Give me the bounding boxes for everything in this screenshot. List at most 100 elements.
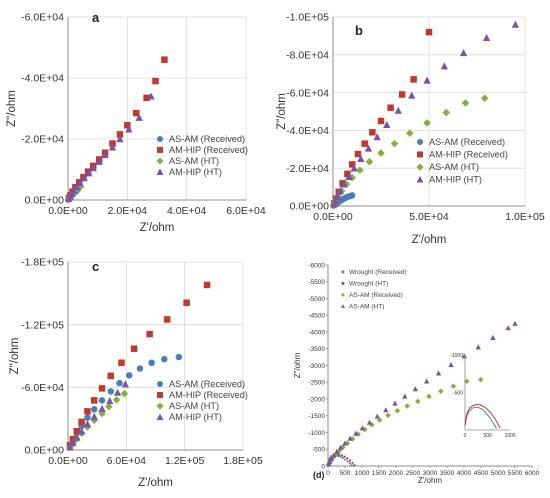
data-point (76, 179, 84, 187)
y-tick-label: -6.0E+04 (21, 12, 64, 24)
legend-entry: AM-HIP (Received) (429, 150, 508, 160)
legend-entry: AS-AM (Received) (429, 137, 505, 147)
data-point (394, 407, 401, 414)
data-point (385, 412, 391, 419)
x-tick-label: 1500 (372, 470, 387, 477)
legend: AS-AM (Received) AM-HIP (Received) AS-AM (… (416, 137, 508, 185)
inset-x-tick-label: 1000 (504, 433, 515, 439)
y-tick-label: 0.0E+00 (25, 445, 65, 457)
data-point (346, 457, 349, 460)
data-point (480, 94, 489, 103)
y-tick-label: -1.2E+05 (21, 319, 64, 331)
data-point (77, 427, 86, 435)
data-point (183, 299, 190, 306)
data-point (423, 76, 431, 84)
data-point (348, 161, 356, 168)
y-tick-label: -2000 (308, 396, 325, 403)
data-point (156, 402, 164, 410)
series (326, 320, 518, 467)
data-point (425, 28, 433, 36)
chart-panel-2: 0.0E+00 5.0E+04 1.0E+05 0.0E+00 -2.0E+04 -4.0… (276, 12, 545, 246)
data-point (98, 404, 106, 412)
data-point (91, 397, 98, 404)
y-tick-label: -6.0E+04 (21, 382, 64, 394)
data-point (107, 388, 115, 395)
data-point (105, 402, 113, 411)
data-point (116, 135, 124, 143)
data-point (157, 380, 163, 387)
data-point (357, 154, 365, 162)
data-point (461, 99, 470, 107)
y-axis-label: Z"/ohm (9, 338, 21, 375)
data-point (156, 168, 164, 175)
panel-label: (d) (313, 470, 325, 480)
data-point (351, 461, 354, 464)
y-tick-label: -4.0E+04 (21, 73, 64, 85)
data-point (511, 20, 520, 28)
data-point (417, 138, 423, 145)
data-point (73, 433, 81, 441)
x-tick-label: 2000 (389, 470, 404, 477)
legend-entry: AS-AM (HT) (169, 156, 219, 166)
data-point (341, 270, 345, 274)
data-point (156, 157, 164, 165)
legend-entry: AM-HIP (HT) (429, 175, 482, 185)
data-point (416, 163, 424, 171)
data-point (70, 187, 78, 195)
data-point (356, 166, 364, 174)
x-tick-label: 6000 (525, 470, 540, 477)
data-point (392, 400, 398, 406)
data-point (78, 418, 85, 426)
x-tick-label: 0 (326, 470, 330, 477)
y-tick-label: -2.0E+04 (21, 134, 64, 146)
data-point (108, 143, 117, 151)
data-point (347, 435, 353, 441)
chart-panel-4: 0 500 1000 1500 2000 2500 3000 3500 4000 4500 5000… (293, 262, 540, 485)
x-tick-label: 0.0E+00 (313, 211, 353, 223)
x-tick-label: 2500 (406, 470, 421, 477)
x-axis-label: Z'/ohm (418, 476, 443, 485)
data-point (461, 353, 467, 359)
y-tick-label: -4000 (308, 329, 325, 336)
y-tick-label: -5500 (308, 279, 325, 286)
data-point (328, 455, 335, 461)
y-tick-label: -3000 (308, 363, 325, 370)
y-axis-label: Z"/ohm (6, 90, 18, 127)
data-point (130, 345, 138, 352)
legend-entry: AM-HIP (Received) (169, 390, 248, 400)
series (66, 353, 183, 450)
data-point (73, 183, 81, 191)
y-tick-label: -1.8E+05 (21, 257, 64, 269)
data-point (450, 383, 457, 390)
data-point (348, 192, 356, 199)
data-point (340, 454, 344, 457)
inset-series-line (464, 403, 501, 429)
data-point (101, 151, 109, 159)
series (330, 20, 520, 208)
data-point (412, 386, 419, 392)
data-point (143, 94, 150, 102)
x-tick-label: 5500 (508, 470, 523, 477)
data-point (415, 398, 421, 405)
panel-label: b (355, 23, 363, 38)
data-point (402, 393, 408, 399)
data-point (132, 109, 140, 117)
x-tick-label: 5.0E+04 (409, 211, 449, 223)
data-point (417, 151, 423, 158)
series (65, 92, 155, 202)
x-tick-label: 4000 (457, 470, 472, 477)
data-point (91, 406, 98, 413)
data-point (438, 388, 444, 395)
x-tick-label: 4.0E+04 (167, 205, 207, 217)
data-point (106, 397, 114, 405)
x-tick-label: 1.8E+05 (223, 455, 263, 467)
data-point (136, 365, 144, 372)
data-point (475, 344, 481, 350)
data-point (69, 438, 77, 446)
inset: 0 500 1000 -500 -1000 (450, 353, 516, 439)
x-tick-label: 4500 (474, 470, 489, 477)
data-point (435, 370, 442, 376)
data-point (404, 403, 410, 409)
y-axis-label: Z"/ohm (276, 93, 288, 130)
inset-x-tick-label: 500 (483, 433, 492, 439)
